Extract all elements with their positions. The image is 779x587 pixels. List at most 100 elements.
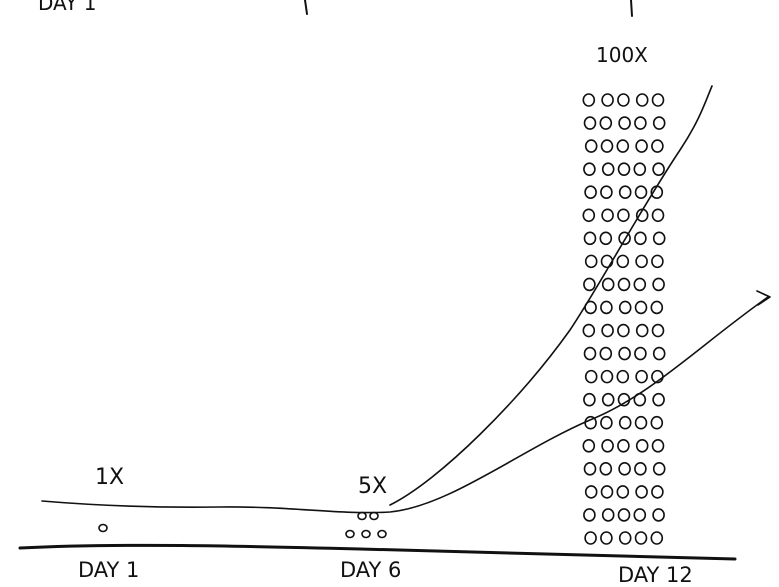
item-circle <box>583 325 594 337</box>
item-circle <box>601 417 612 429</box>
multiplier-label-day1: 1X <box>95 465 124 490</box>
item-circle <box>600 232 611 244</box>
item-circle <box>585 463 596 475</box>
item-circle <box>653 440 664 452</box>
item-circle <box>635 348 646 360</box>
item-circle <box>654 463 665 475</box>
item-circle <box>585 186 596 198</box>
item-circle <box>603 278 614 290</box>
item-circle <box>620 417 631 429</box>
item-circle <box>619 232 630 244</box>
item-circle <box>617 486 628 498</box>
item-circle <box>584 509 595 521</box>
item-circle <box>602 325 613 337</box>
item-circle <box>651 301 662 313</box>
item-circle <box>634 509 645 521</box>
item-circle <box>586 255 597 267</box>
item-circle <box>585 232 596 244</box>
item-circle <box>602 255 613 267</box>
item-circle <box>654 348 665 360</box>
item-circle <box>617 255 628 267</box>
item-circle <box>635 117 646 129</box>
item-circle <box>652 486 663 498</box>
item-circle <box>601 301 612 313</box>
item-circle <box>586 486 597 498</box>
item-circle <box>583 94 594 106</box>
item-circle <box>634 163 645 175</box>
item-circle <box>601 532 612 544</box>
item-circle <box>618 440 629 452</box>
item-circle <box>602 486 613 498</box>
item-circle <box>634 394 645 406</box>
item-circle <box>636 255 647 267</box>
item-circle <box>636 140 647 152</box>
item-circle <box>600 117 611 129</box>
item-circle <box>583 440 594 452</box>
item-circle <box>620 186 631 198</box>
item-circle <box>619 117 630 129</box>
trend-curve-linear <box>42 297 768 513</box>
item-circle <box>600 463 611 475</box>
item-circle <box>636 371 647 383</box>
item-circle <box>617 371 628 383</box>
top-tick-mid <box>305 0 307 14</box>
item-circle <box>602 440 613 452</box>
item-circle <box>634 278 645 290</box>
day-label-1: DAY 1 <box>78 558 139 582</box>
item-circle <box>653 94 664 106</box>
item-circle <box>653 209 664 221</box>
item-circle <box>584 394 595 406</box>
item-circle <box>601 186 612 198</box>
item-circle <box>619 163 630 175</box>
item-circle <box>653 325 664 337</box>
item-circle <box>585 301 596 313</box>
baseline-axis <box>20 545 735 559</box>
item-circle <box>585 417 596 429</box>
item-circle <box>653 278 664 290</box>
item-circle <box>602 94 613 106</box>
item-circle <box>600 348 611 360</box>
item-circle <box>99 525 107 532</box>
item-circle <box>346 531 354 538</box>
item-circle <box>619 278 630 290</box>
item-circle <box>637 440 648 452</box>
item-circle <box>362 531 370 538</box>
item-circle <box>620 301 631 313</box>
item-circle <box>637 325 648 337</box>
top-tick-right <box>631 0 632 16</box>
item-circle <box>653 394 664 406</box>
trend-curve-exponential <box>390 86 712 505</box>
item-circle <box>652 255 663 267</box>
item-circle <box>618 209 629 221</box>
item-circle <box>603 394 614 406</box>
item-circle <box>654 117 665 129</box>
item-circle <box>585 117 596 129</box>
item-circle <box>619 348 630 360</box>
item-circle <box>619 463 630 475</box>
item-circle <box>602 371 613 383</box>
item-circle <box>635 463 646 475</box>
item-circle <box>586 140 597 152</box>
day-label-12: DAY 12 <box>618 563 693 587</box>
item-circle <box>654 232 665 244</box>
item-circle <box>617 140 628 152</box>
item-circle <box>603 163 614 175</box>
item-circle <box>603 509 614 521</box>
item-circle <box>635 232 646 244</box>
item-circle <box>602 209 613 221</box>
item-circle <box>370 513 378 520</box>
item-circle <box>619 509 630 521</box>
item-circle <box>584 278 595 290</box>
item-circle <box>651 417 662 429</box>
item-circle <box>584 163 595 175</box>
item-circle <box>618 325 629 337</box>
day-label-6: DAY 6 <box>340 558 401 582</box>
item-circle <box>585 348 596 360</box>
item-circle <box>358 513 366 520</box>
item-circle <box>618 94 629 106</box>
item-circle <box>620 532 631 544</box>
item-cluster-day1 <box>99 525 107 532</box>
item-circle <box>636 186 647 198</box>
item-circle <box>378 531 386 538</box>
